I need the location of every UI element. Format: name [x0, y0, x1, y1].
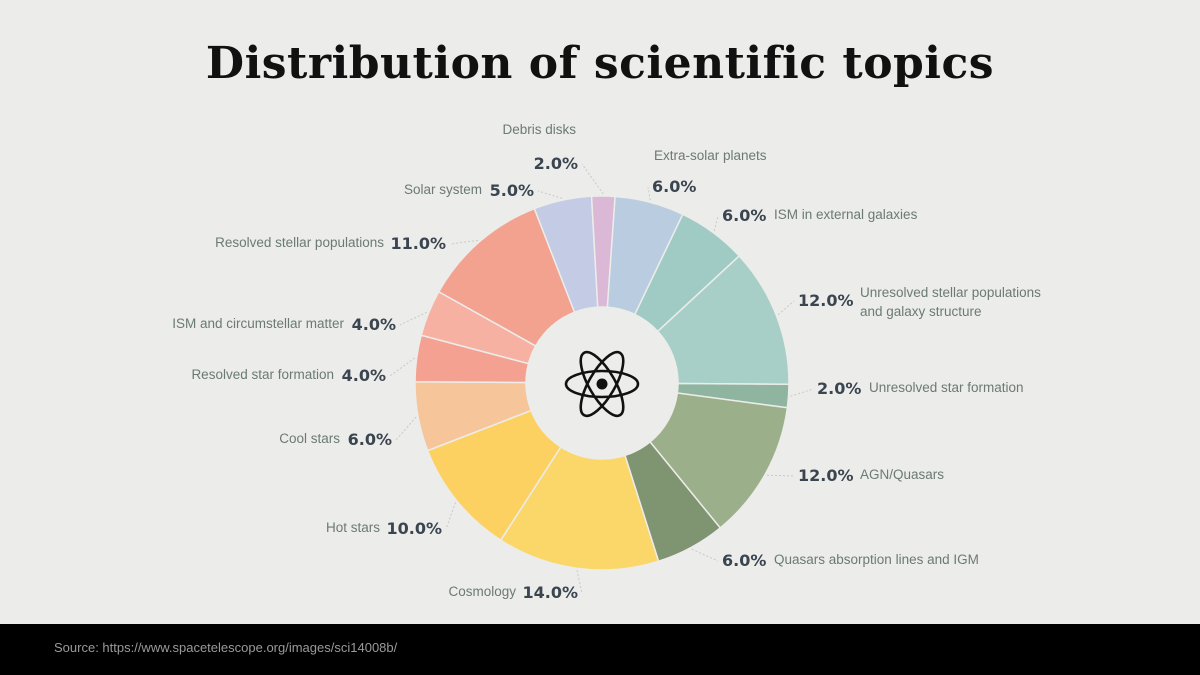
chart-title: Distribution of scientific topics [205, 38, 995, 89]
leader-line [399, 311, 427, 326]
leader-line [713, 215, 719, 232]
slice-percent-label: 11.0% [390, 234, 446, 253]
slice-category-label: Resolved stellar populations [215, 235, 384, 250]
pie-slices [414, 195, 790, 571]
leader-line [449, 239, 479, 245]
slice-percent-label: 12.0% [798, 291, 854, 310]
leader-line [537, 190, 563, 199]
leader-line [445, 502, 457, 530]
slice-percent-label: 6.0% [722, 551, 766, 570]
leader-line [777, 300, 795, 316]
slice-category-label: Solar system [404, 182, 482, 197]
slice-percent-label: 14.0% [522, 583, 578, 602]
atom-icon [564, 350, 640, 418]
slice-category-label: Unresolved star formation [869, 380, 1024, 395]
leader-line [389, 357, 415, 377]
slice-category-label: Unresolved stellar populations and galaxy… [860, 285, 1041, 319]
leader-lines [389, 163, 814, 594]
slice-category-label: Cool stars [279, 431, 340, 446]
slice-category-label: Debris disks [502, 122, 576, 137]
slice-percent-label: 6.0% [652, 177, 696, 196]
slice-percent-label: 6.0% [348, 430, 392, 449]
slice-percent-label: 2.0% [534, 154, 578, 173]
slice-labels: 6.0% Extra-solar planets 6.0% ISM in extern… [172, 122, 1041, 602]
slice-percent-label: 10.0% [386, 519, 442, 538]
slice-category-label: AGN/Quasars [860, 467, 944, 482]
slice-category-label: Hot stars [326, 520, 380, 535]
slice-category-label: Resolved star formation [191, 367, 334, 382]
slice-category-label: Quasars absorption lines and IGM [774, 552, 979, 567]
leader-line [766, 474, 795, 477]
slice-percent-label: 4.0% [342, 366, 386, 385]
slice-category-label: ISM and circumstellar matter [172, 316, 344, 331]
leader-line [395, 416, 417, 441]
leader-line [790, 388, 814, 397]
slice-percent-label: 5.0% [490, 181, 534, 200]
leader-line [647, 186, 651, 201]
source-text: Source: https://www.spacetelescope.org/i… [54, 640, 398, 655]
footer-bar: Source: https://www.spacetelescope.org/i… [0, 624, 1200, 675]
slice-percent-label: 4.0% [352, 315, 396, 334]
slice-category-label: Extra-solar planets [654, 148, 767, 163]
slice-percent-label: 2.0% [817, 379, 861, 398]
slice-category-label: Cosmology [448, 584, 516, 599]
leader-line [691, 548, 719, 562]
leader-line [581, 163, 604, 195]
slice-percent-label: 12.0% [798, 466, 854, 485]
slice-percent-label: 6.0% [722, 206, 766, 225]
pie-chart: 6.0% Extra-solar planets 6.0% ISM in extern… [172, 122, 1041, 602]
slice-category-label: ISM in external galaxies [774, 207, 918, 222]
